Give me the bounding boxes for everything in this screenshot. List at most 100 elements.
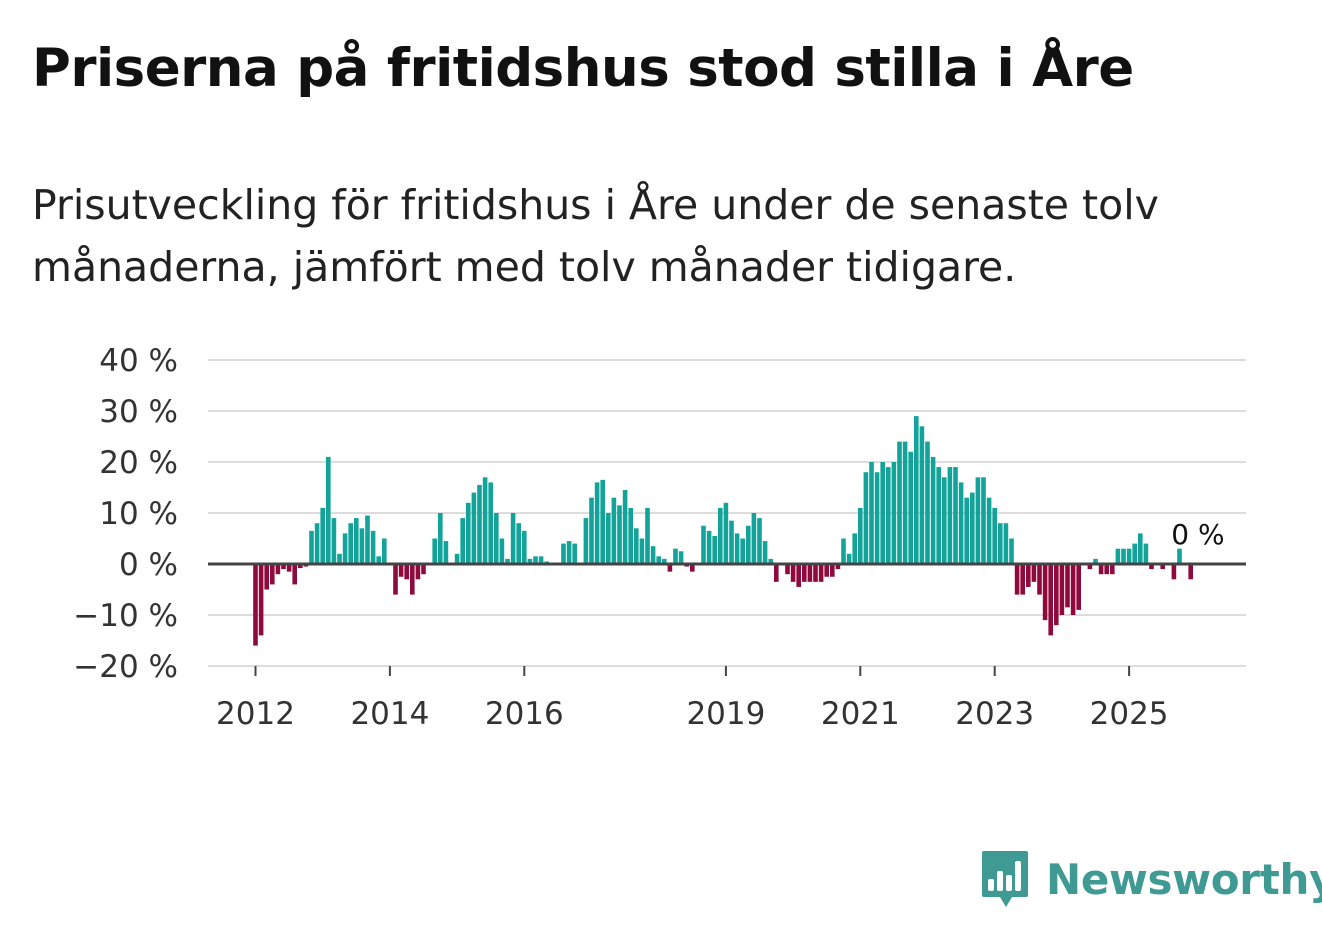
bar — [869, 462, 874, 564]
y-tick-label: −10 % — [73, 598, 178, 634]
bar — [566, 541, 572, 564]
bar — [762, 541, 768, 564]
chart-title: Priserna på fritidshus stod stilla i Åre — [32, 38, 1134, 99]
bar — [908, 451, 913, 564]
bar — [1059, 564, 1065, 615]
bar — [712, 535, 717, 564]
x-tick-label: 2012 — [216, 696, 295, 732]
bar — [286, 564, 292, 572]
bar — [471, 492, 477, 564]
bar — [645, 507, 650, 564]
bar — [813, 564, 818, 582]
bar — [673, 548, 678, 564]
x-tick-label: 2016 — [485, 696, 564, 732]
bar — [320, 507, 325, 564]
bar — [936, 467, 941, 564]
bar — [600, 479, 605, 564]
bar — [785, 564, 790, 575]
bar — [846, 553, 852, 564]
bar — [516, 523, 521, 564]
bar — [1037, 564, 1042, 595]
bar — [348, 523, 353, 564]
bar — [701, 525, 706, 564]
bar — [930, 456, 936, 564]
bars — [253, 416, 1193, 646]
chart-subtitle: Prisutveckling för fritidshus i Åre unde… — [32, 181, 1159, 291]
bar — [460, 518, 465, 564]
bar — [639, 538, 645, 564]
bar — [706, 530, 712, 564]
x-tick-label: 2021 — [821, 696, 900, 732]
bar — [874, 472, 880, 564]
bar — [751, 513, 757, 564]
bar — [734, 533, 740, 564]
bar — [919, 426, 925, 564]
bar — [505, 558, 510, 564]
bar — [690, 564, 695, 572]
bar — [488, 482, 493, 564]
bar — [1065, 564, 1070, 608]
y-tick-label: 40 % — [99, 343, 178, 379]
bar — [1110, 564, 1115, 575]
bar — [438, 513, 443, 564]
bar — [292, 564, 297, 585]
bar — [606, 513, 611, 564]
bar — [886, 467, 891, 564]
bar-chart: 40 %30 %20 %10 %0 %−10 %−20 % 2012 2014 20… — [73, 343, 1246, 732]
bar — [1042, 564, 1048, 621]
bar — [404, 564, 409, 580]
bar — [415, 564, 421, 580]
bar — [583, 518, 589, 564]
bar — [818, 564, 824, 582]
bar — [482, 477, 488, 564]
bar — [667, 564, 673, 572]
bar — [326, 456, 331, 564]
bar — [992, 507, 997, 564]
bar — [1171, 564, 1177, 580]
bar — [337, 553, 342, 564]
bar — [309, 530, 314, 564]
bar — [1126, 548, 1132, 564]
bar — [1104, 564, 1109, 575]
bar — [740, 538, 745, 564]
bar — [611, 497, 617, 564]
bar — [342, 533, 348, 564]
bar — [454, 553, 460, 564]
bar — [841, 538, 846, 564]
bar — [466, 502, 471, 564]
bar — [314, 523, 320, 564]
bar — [958, 482, 964, 564]
bar — [852, 533, 857, 564]
bar — [1138, 533, 1143, 564]
bar — [1143, 543, 1149, 564]
bar — [807, 564, 813, 582]
bar — [398, 564, 404, 577]
bar — [970, 492, 975, 564]
bar — [594, 482, 600, 564]
bar — [656, 556, 661, 564]
bar — [729, 520, 734, 564]
bar — [1121, 548, 1126, 564]
bar — [1020, 564, 1025, 595]
bar — [914, 416, 919, 564]
bar — [981, 477, 986, 564]
bar — [510, 513, 516, 564]
bar-chart-speech-bubble-icon — [982, 851, 1028, 907]
bar — [953, 467, 958, 564]
bar — [382, 538, 387, 564]
bar — [370, 530, 376, 564]
bar — [1149, 564, 1154, 570]
bar — [768, 558, 773, 564]
bar — [1087, 564, 1093, 570]
bar — [253, 564, 258, 646]
bar — [925, 441, 930, 564]
bar — [1031, 564, 1037, 582]
brand-name: Newsworthy — [1046, 854, 1322, 904]
bar — [757, 518, 762, 564]
bar — [824, 564, 829, 577]
bar — [897, 441, 902, 564]
bar — [533, 556, 538, 564]
last-value-label: 0 % — [1171, 518, 1224, 551]
bar — [774, 564, 779, 582]
bar — [891, 462, 897, 564]
